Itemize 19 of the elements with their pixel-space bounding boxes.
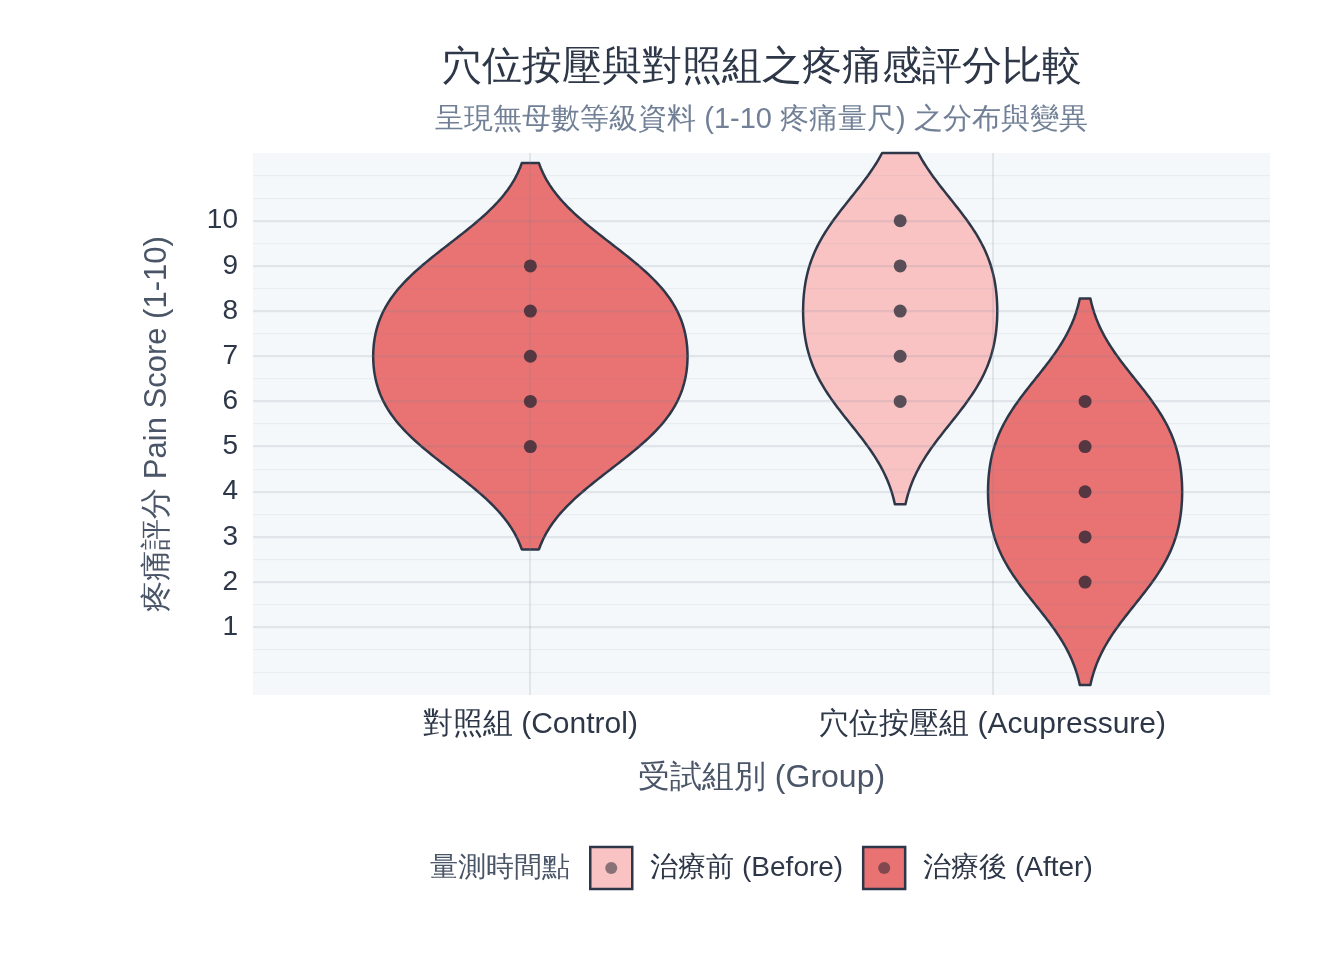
y-tick-label: 1 — [222, 609, 238, 641]
y-tick-label: 7 — [222, 338, 238, 370]
x-tick-label: 穴位按壓組 (Acupressure) — [819, 706, 1166, 740]
y-axis-title: 疼痛評分 Pain Score (1-10) — [137, 236, 173, 612]
legend-label: 治療後 (After) — [923, 850, 1093, 882]
y-tick-label: 5 — [222, 429, 238, 461]
y-tick-label: 9 — [222, 248, 238, 280]
y-tick-label: 8 — [222, 293, 238, 325]
y-tick-label: 6 — [222, 384, 238, 416]
legend-label: 治療前 (Before) — [650, 850, 844, 882]
chart-subtitle: 呈現無母數等級資料 (1-10 疼痛量尺) 之分布與變異 — [435, 102, 1088, 134]
y-tick-label: 10 — [206, 203, 238, 235]
y-tick-label: 3 — [222, 519, 238, 551]
legend-title: 量測時間點 — [430, 850, 571, 882]
x-tick-label: 對照組 (Control) — [422, 706, 638, 740]
y-tick-label: 4 — [222, 474, 238, 506]
chart-title: 穴位按壓與對照組之疼痛感評分比較 — [441, 43, 1082, 88]
x-axis-title: 受試組別 (Group) — [637, 757, 886, 794]
y-tick-label: 2 — [222, 564, 238, 596]
